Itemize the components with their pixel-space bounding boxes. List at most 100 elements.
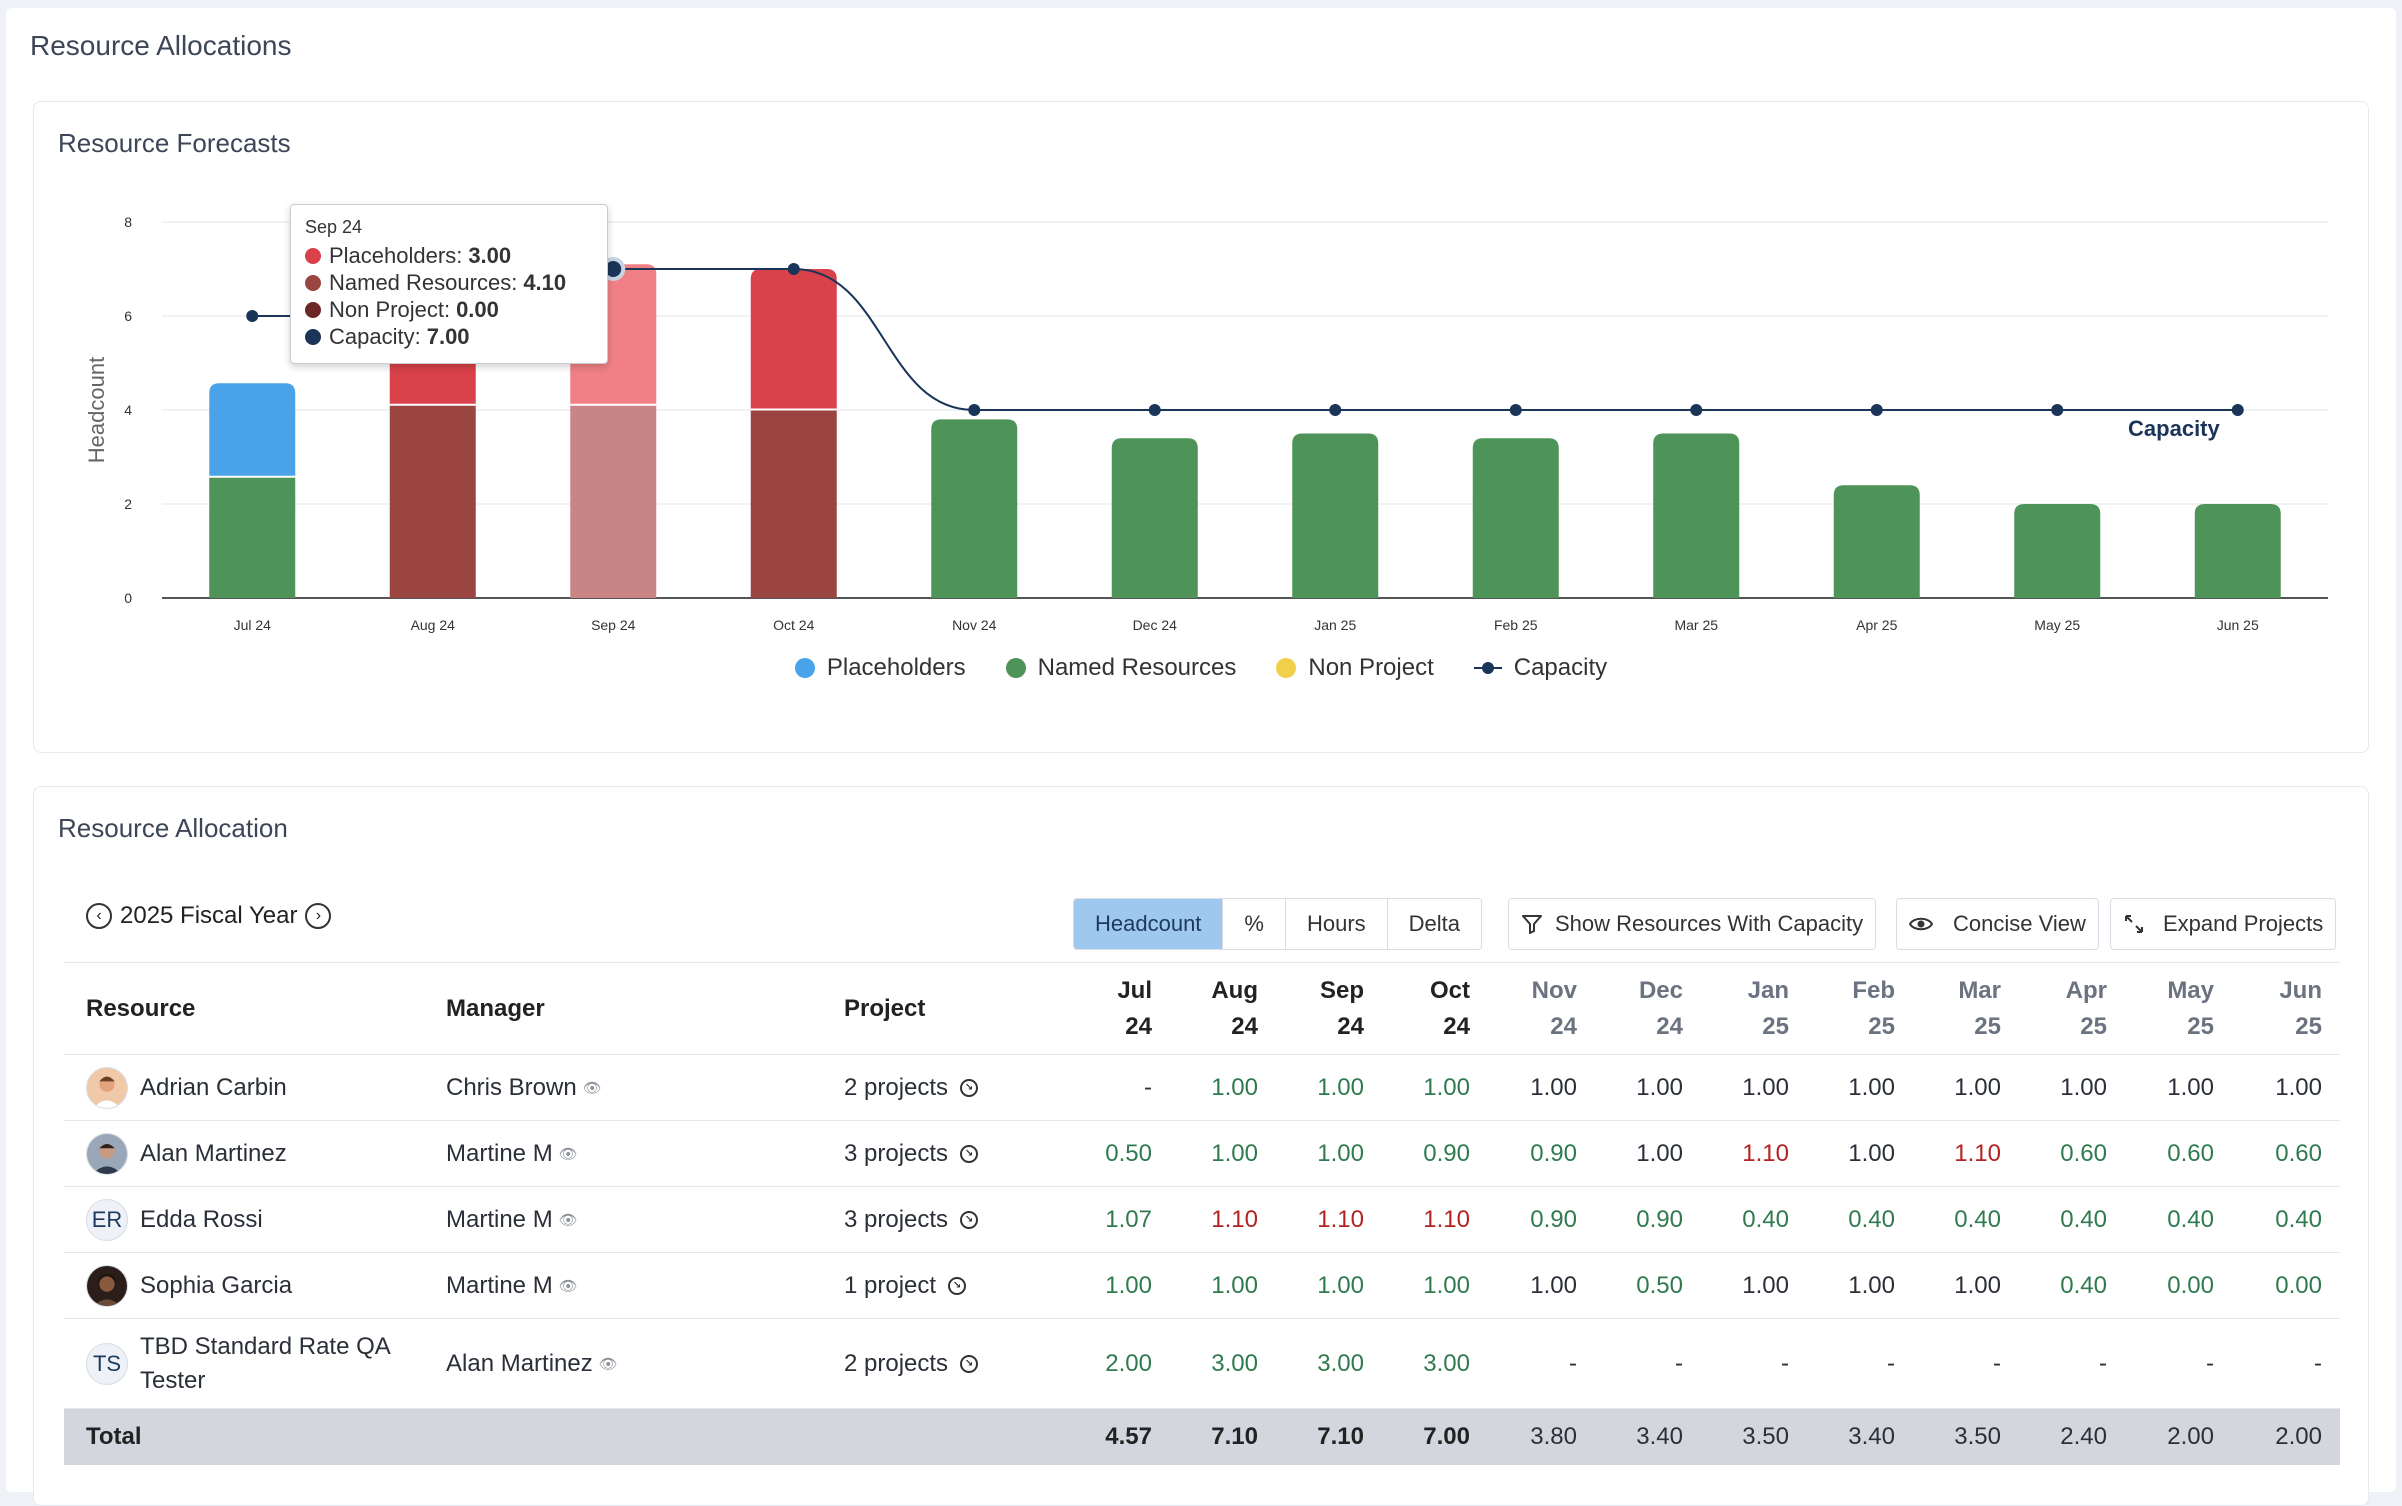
value-cell[interactable]: 1.00 [1317, 1139, 1364, 1167]
header-month[interactable]: Sep 24 [1274, 963, 1364, 1054]
project-cell[interactable]: 3 projects ↘ [844, 1187, 979, 1252]
prev-year-icon[interactable]: ‹ [86, 903, 112, 929]
value-cell[interactable]: - [2314, 1349, 2322, 1377]
value-cell[interactable]: 1.00 [1742, 1271, 1789, 1299]
value-cell[interactable]: 0.40 [1742, 1205, 1789, 1233]
value-cell[interactable]: 1.00 [1211, 1271, 1258, 1299]
value-cell[interactable]: 3.00 [1317, 1349, 1364, 1377]
project-cell[interactable]: 2 projects ↘ [844, 1319, 979, 1408]
header-month[interactable]: Oct 24 [1380, 963, 1470, 1054]
manager-cell[interactable]: Alan Martinez 👁 [446, 1319, 618, 1408]
value-cell[interactable]: 2.00 [1105, 1349, 1152, 1377]
table-row[interactable]: TS TBD Standard Rate QA Tester Alan Martin… [64, 1319, 2340, 1409]
value-cell[interactable]: - [1993, 1349, 2001, 1377]
header-resource[interactable]: Resource [86, 994, 196, 1022]
arrow-circle-icon[interactable]: ↘ [960, 1354, 979, 1373]
value-cell[interactable]: - [2099, 1349, 2107, 1377]
header-month[interactable]: Jun 25 [2232, 963, 2322, 1054]
value-cell[interactable]: 1.00 [1954, 1271, 2001, 1299]
resource-cell[interactable]: Sophia Garcia [86, 1253, 426, 1318]
expand-projects-button[interactable]: Expand Projects [2110, 898, 2337, 950]
eye-icon[interactable]: 👁 [558, 1145, 578, 1163]
header-month[interactable]: Feb 25 [1805, 963, 1895, 1054]
resource-cell[interactable]: ER Edda Rossi [86, 1187, 426, 1252]
value-cell[interactable]: 0.90 [1423, 1139, 1470, 1167]
table-row[interactable]: Sophia Garcia Martine M 👁 1 project ↘ 1.00 1.0… [64, 1253, 2340, 1319]
value-cell[interactable]: 1.00 [1848, 1139, 1895, 1167]
value-cell[interactable]: 0.50 [1636, 1271, 1683, 1299]
eye-icon[interactable]: 👁 [558, 1211, 578, 1229]
legend-item[interactable]: Non Project [1276, 654, 1434, 682]
value-cell[interactable]: 0.90 [1530, 1139, 1577, 1167]
value-cell[interactable]: 1.00 [1636, 1073, 1683, 1101]
value-cell[interactable]: 0.00 [2167, 1271, 2214, 1299]
header-month[interactable]: Mar 25 [1911, 963, 2001, 1054]
manager-cell[interactable]: Chris Brown 👁 [446, 1055, 602, 1120]
value-cell[interactable]: 3.00 [1423, 1349, 1470, 1377]
value-cell[interactable]: 1.00 [1105, 1271, 1152, 1299]
resource-cell[interactable]: TS TBD Standard Rate QA Tester [86, 1319, 426, 1408]
legend-item[interactable]: Placeholders [794, 654, 966, 682]
view-mode-2[interactable]: Hours [1285, 899, 1388, 949]
header-month[interactable]: Aug 24 [1168, 963, 1258, 1054]
manager-cell[interactable]: Martine M 👁 [446, 1187, 578, 1252]
value-cell[interactable]: 0.60 [2167, 1139, 2214, 1167]
header-month[interactable]: Apr 25 [2017, 963, 2107, 1054]
concise-view-button[interactable]: Concise View [1896, 898, 2099, 950]
value-cell[interactable]: 1.10 [1211, 1205, 1258, 1233]
manager-cell[interactable]: Martine M 👁 [446, 1121, 578, 1186]
show-capacity-button[interactable]: Show Resources With Capacity [1508, 898, 1877, 950]
value-cell[interactable]: 1.00 [2060, 1073, 2107, 1101]
value-cell[interactable]: - [1569, 1349, 1577, 1377]
eye-icon[interactable]: 👁 [598, 1355, 618, 1373]
value-cell[interactable]: 0.40 [2060, 1271, 2107, 1299]
view-mode-1[interactable]: % [1223, 899, 1286, 949]
eye-icon[interactable]: 👁 [582, 1079, 602, 1097]
table-row[interactable]: Adrian Carbin Chris Brown 👁 2 projects ↘ - 1.0… [64, 1055, 2340, 1121]
value-cell[interactable]: 0.90 [1636, 1205, 1683, 1233]
value-cell[interactable]: 0.40 [2060, 1205, 2107, 1233]
header-project[interactable]: Project [844, 994, 926, 1022]
legend-item[interactable]: Named Resources [1005, 654, 1236, 682]
header-month[interactable]: Dec 24 [1593, 963, 1683, 1054]
value-cell[interactable]: 0.40 [1954, 1205, 2001, 1233]
arrow-circle-icon[interactable]: ↘ [960, 1144, 979, 1163]
value-cell[interactable]: 1.10 [1317, 1205, 1364, 1233]
manager-cell[interactable]: Martine M 👁 [446, 1253, 578, 1318]
project-cell[interactable]: 3 projects ↘ [844, 1121, 979, 1186]
value-cell[interactable]: - [1887, 1349, 1895, 1377]
project-cell[interactable]: 2 projects ↘ [844, 1055, 979, 1120]
value-cell[interactable]: - [1675, 1349, 1683, 1377]
next-year-icon[interactable]: › [305, 903, 332, 929]
arrow-circle-icon[interactable]: ↘ [960, 1078, 979, 1097]
value-cell[interactable]: 1.00 [1848, 1271, 1895, 1299]
value-cell[interactable]: 1.00 [1317, 1271, 1364, 1299]
header-month[interactable]: Jul 24 [1062, 963, 1152, 1054]
value-cell[interactable]: 1.10 [1954, 1139, 2001, 1167]
value-cell[interactable]: 1.00 [1636, 1139, 1683, 1167]
resource-cell[interactable]: Alan Martinez [86, 1121, 426, 1186]
value-cell[interactable]: 1.00 [1317, 1073, 1364, 1101]
value-cell[interactable]: 1.00 [1530, 1073, 1577, 1101]
value-cell[interactable]: 0.40 [1848, 1205, 1895, 1233]
arrow-circle-icon[interactable]: ↘ [960, 1210, 979, 1229]
value-cell[interactable]: 0.00 [2275, 1271, 2322, 1299]
value-cell[interactable]: 1.00 [1848, 1073, 1895, 1101]
header-month[interactable]: Jan 25 [1699, 963, 1789, 1054]
value-cell[interactable]: 0.50 [1105, 1139, 1152, 1167]
value-cell[interactable]: 0.60 [2060, 1139, 2107, 1167]
header-month[interactable]: Nov 24 [1487, 963, 1577, 1054]
view-mode-0[interactable]: Headcount [1074, 899, 1224, 949]
view-mode-3[interactable]: Delta [1387, 899, 1482, 949]
value-cell[interactable]: 1.00 [1742, 1073, 1789, 1101]
value-cell[interactable]: 1.00 [1423, 1271, 1470, 1299]
value-cell[interactable]: 1.00 [1211, 1073, 1258, 1101]
resource-cell[interactable]: Adrian Carbin [86, 1055, 426, 1120]
value-cell[interactable]: - [2206, 1349, 2214, 1377]
value-cell[interactable]: 1.10 [1742, 1139, 1789, 1167]
value-cell[interactable]: 0.40 [2275, 1205, 2322, 1233]
value-cell[interactable]: 1.00 [1211, 1139, 1258, 1167]
header-month[interactable]: May 25 [2124, 963, 2214, 1054]
value-cell[interactable]: 1.00 [1954, 1073, 2001, 1101]
arrow-circle-icon[interactable]: ↘ [948, 1276, 967, 1295]
